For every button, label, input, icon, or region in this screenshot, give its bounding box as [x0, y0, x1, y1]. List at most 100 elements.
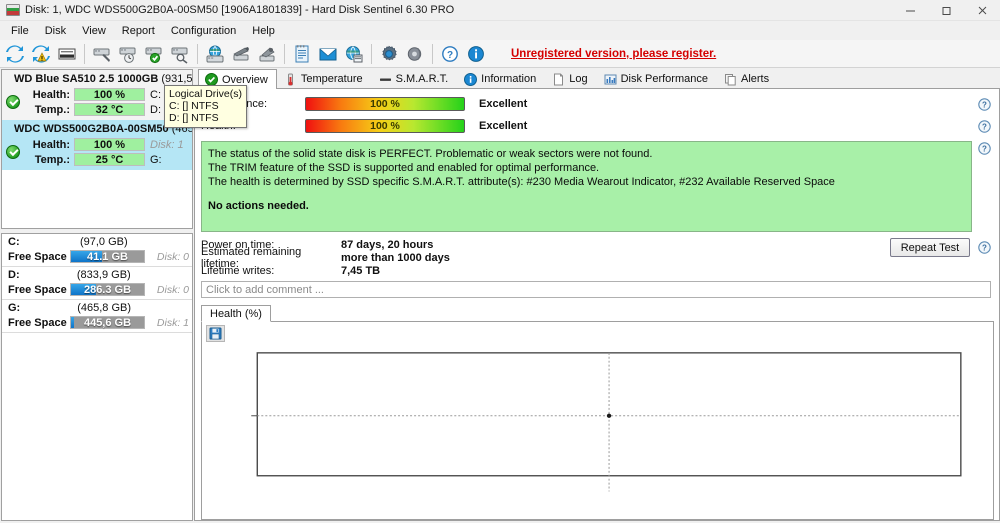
help-question-icon[interactable]: ? — [437, 42, 463, 66]
repeat-test-wrap: Repeat Test ? — [890, 238, 999, 257]
network-disk-icon[interactable] — [202, 42, 228, 66]
tab-alerts-label: Alerts — [740, 73, 770, 85]
backup-icon[interactable] — [228, 42, 254, 66]
partition-row-d[interactable]: D: (833,9 GB) Free Space 286.3 GB Disk: … — [2, 267, 192, 300]
partition-c-free-fill — [71, 251, 102, 262]
tab-smart[interactable]: S.M.A.R.T. — [372, 69, 458, 88]
stat-key-remaining-lifetime: Estimated remaining lifetime: — [201, 245, 302, 270]
list-icon[interactable] — [54, 42, 80, 66]
partition-row-c[interactable]: C: (97,0 GB) Free Space 41.1 GB Disk: 0 — [2, 234, 192, 267]
refresh-icon[interactable] — [2, 42, 28, 66]
minimize-button[interactable] — [892, 0, 928, 21]
svg-text:?: ? — [447, 50, 453, 61]
health-verdict: Excellent — [479, 120, 528, 132]
overview-panel: Performance: 100 % Excellent ? Health: 1… — [194, 89, 1000, 521]
menu-item-help[interactable]: Help — [252, 24, 275, 37]
tab-temperature-label: Temperature — [300, 73, 363, 85]
clone-icon[interactable] — [254, 42, 280, 66]
menu-item-report[interactable]: Report — [121, 24, 155, 37]
status-line-2: The TRIM feature of the SSD is supported… — [208, 162, 600, 174]
toolbar: ? Unregistered version, please register. — [0, 40, 1000, 68]
green-check-icon — [6, 95, 20, 109]
menu-item-file[interactable]: File — [11, 24, 29, 37]
toolbar-separator — [197, 43, 198, 64]
menu-item-disk[interactable]: Disk — [44, 24, 67, 37]
disk-entry-0-capacity: (931,5 GB) — [161, 73, 192, 85]
floppy-save-icon[interactable] — [206, 324, 225, 342]
repeat-test-button[interactable]: Repeat Test — [890, 238, 970, 257]
close-button[interactable] — [964, 0, 1000, 21]
disk-entry-0-temp-row: Temp.: 32 °C D: — [22, 102, 190, 117]
comment-input[interactable]: Click to add comment ... — [201, 281, 991, 298]
partition-d-size: (833,9 GB) — [76, 269, 131, 281]
help-icon-health[interactable]: ? — [978, 119, 991, 133]
disk-entry-1-number: Disk: 1 — [150, 138, 184, 151]
thermometer-icon — [284, 73, 297, 86]
disk-entry-0[interactable]: WD Blue SA510 2.5 1000GB (931,5 GB) Disk… — [2, 70, 192, 120]
partition-c-free-value: 41.1 GB — [87, 250, 128, 263]
partition-c-size: (97,0 GB) — [79, 236, 128, 248]
chart-tab-health[interactable]: Health (%) — [201, 305, 271, 322]
refresh-warning-icon[interactable] — [28, 42, 54, 66]
stat-row-lifetime-writes: Lifetime writes: 7,45 TB — [201, 264, 890, 277]
disk-entry-1-health-bar: 100 % — [74, 138, 145, 151]
info-blue-icon — [464, 72, 478, 86]
help-icon-performance[interactable]: ? — [978, 97, 991, 111]
disk-entry-0-drive-2: D: — [150, 103, 161, 116]
web-report-icon[interactable] — [341, 42, 367, 66]
sound-icon[interactable] — [402, 42, 428, 66]
tab-information-label: Information — [481, 73, 537, 85]
stat-key-power-on-time: Power on time: — [201, 238, 275, 251]
tab-disk-performance[interactable]: Disk Performance — [597, 69, 717, 88]
stats-table: Power on time: 87 days, 20 hours Estimat… — [201, 238, 890, 277]
tab-smart-label: S.M.A.R.T. — [395, 73, 449, 85]
disk-entry-1-temp-label: Temp.: — [34, 153, 70, 166]
maximize-button[interactable] — [928, 0, 964, 21]
help-icon-status[interactable]: ? — [978, 142, 991, 155]
partition-c-free-label: Free Space — [8, 250, 67, 263]
partition-d-free-value: 286.3 GB — [83, 283, 132, 296]
status-line-3: The health is determined by SSD specific… — [208, 176, 835, 188]
disk-entry-1-health-label: Health: — [32, 138, 70, 151]
main-body: WD Blue SA510 2.5 1000GB (931,5 GB) Disk… — [0, 68, 1000, 523]
stat-value-power-on-time: 87 days, 20 hours — [341, 238, 434, 251]
tab-overview[interactable]: Overview — [198, 69, 277, 89]
stat-row-power-on-time: Power on time: 87 days, 20 hours — [201, 238, 890, 251]
partition-g-free-bar: 445,6 GB — [70, 316, 145, 329]
partition-c-free-row: Free Space 41.1 GB Disk: 0 — [2, 249, 192, 264]
svg-text:?: ? — [982, 100, 987, 109]
dash-icon — [379, 73, 392, 86]
disk-entry-1[interactable]: WDC WDS500G2B0A-00SM50 (465,8 GB) Health… — [2, 120, 192, 170]
disk-test-icon[interactable] — [89, 42, 115, 66]
chart-plot-area — [202, 344, 993, 519]
disk-search-icon[interactable] — [167, 42, 193, 66]
disk-clock-icon[interactable] — [115, 42, 141, 66]
disk-entry-0-temp-bar: 32 °C — [74, 103, 145, 116]
disk-entry-0-status — [4, 87, 22, 117]
register-link[interactable]: Unregistered version, please register. — [511, 47, 717, 60]
menu-item-view[interactable]: View — [82, 24, 106, 37]
help-icon-repeat-test[interactable]: ? — [978, 241, 991, 254]
disk-entry-0-drive-1: C: — [150, 88, 161, 101]
tab-information[interactable]: Information — [457, 69, 545, 88]
tab-alerts[interactable]: Alerts — [717, 69, 778, 88]
settings-gear-icon[interactable] — [376, 42, 402, 66]
toolbar-separator — [432, 43, 433, 64]
app-icon — [6, 4, 20, 16]
report-icon[interactable] — [289, 42, 315, 66]
info-icon[interactable] — [463, 42, 489, 66]
partition-g-free-label: Free Space — [8, 316, 67, 329]
partition-row-g[interactable]: G: (465,8 GB) Free Space 445,6 GB Disk: … — [2, 300, 192, 333]
disk-ok-icon[interactable] — [141, 42, 167, 66]
status-spacer — [208, 189, 965, 199]
tab-disk-performance-label: Disk Performance — [620, 73, 708, 85]
partition-g-letter: G: — [8, 302, 21, 314]
email-icon[interactable] — [315, 42, 341, 66]
stat-row-remaining-lifetime: Estimated remaining lifetime: more than … — [201, 246, 890, 270]
partition-g-free-value: 445,6 GB — [83, 316, 132, 329]
tab-temperature[interactable]: Temperature — [277, 69, 372, 88]
tab-log[interactable]: Log — [545, 69, 596, 88]
tab-overview-label: Overview — [222, 73, 268, 86]
menu-item-configuration[interactable]: Configuration — [170, 24, 237, 37]
